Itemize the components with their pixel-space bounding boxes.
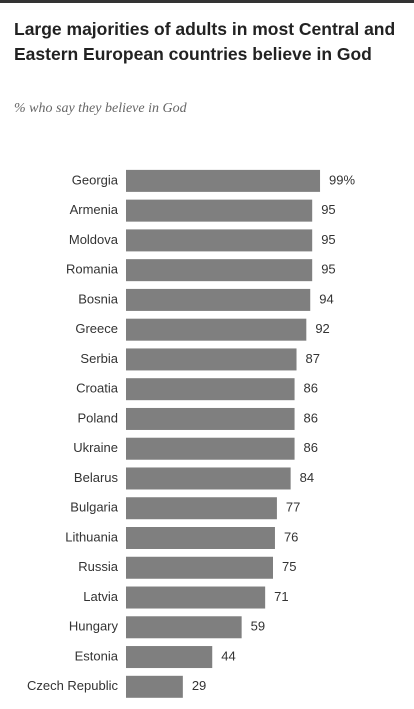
category-label: Bosnia: [78, 291, 119, 306]
category-label: Croatia: [76, 381, 119, 396]
bar: [126, 527, 275, 549]
bar: [126, 497, 277, 520]
category-label: Moldova: [69, 232, 119, 247]
category-label: Russia: [78, 559, 119, 574]
bar: [126, 675, 183, 698]
value-label: 84: [300, 470, 314, 485]
value-label: 86: [304, 410, 318, 425]
category-label: Latvia: [83, 589, 118, 604]
category-label: Ukraine: [73, 440, 118, 455]
value-label: 95: [321, 202, 335, 217]
bar: [126, 437, 295, 460]
bar: [126, 407, 295, 430]
value-label: 86: [304, 381, 318, 396]
category-label: Romania: [66, 262, 119, 277]
value-label: 76: [284, 529, 298, 544]
value-label: 71: [274, 589, 288, 604]
category-label: Armenia: [70, 202, 119, 217]
value-label: 77: [286, 500, 300, 515]
value-label: 95: [321, 262, 335, 277]
bar: [126, 646, 213, 669]
category-label: Czech Republic: [27, 678, 119, 693]
value-label: 95: [321, 232, 335, 247]
bar: [126, 169, 321, 192]
category-label: Belarus: [74, 470, 119, 485]
category-label: Serbia: [80, 351, 118, 366]
bar: [126, 616, 242, 639]
value-label: 87: [306, 351, 320, 366]
value-label: 92: [315, 321, 329, 336]
value-label: 75: [282, 559, 296, 574]
bar: [126, 556, 273, 579]
value-label: 86: [304, 440, 318, 455]
category-label: Lithuania: [65, 529, 119, 544]
value-label: 94: [319, 291, 333, 306]
bar: [126, 378, 295, 401]
bar: [126, 288, 311, 311]
category-label: Estonia: [75, 648, 119, 663]
bar: [126, 586, 266, 609]
category-label: Bulgaria: [70, 500, 118, 515]
bar: [126, 467, 291, 490]
bar: [126, 318, 307, 341]
bar: [126, 229, 313, 252]
value-label: 59: [251, 619, 265, 634]
value-label: 99%: [329, 172, 355, 187]
category-label: Greece: [75, 321, 118, 336]
category-label: Hungary: [69, 619, 119, 634]
bar: [126, 199, 313, 222]
bar: [126, 259, 313, 282]
chart-title: Large majorities of adults in most Centr…: [14, 19, 396, 64]
value-label: 29: [192, 678, 206, 693]
category-label: Poland: [78, 410, 118, 425]
top-rule: [0, 0, 414, 3]
chart-subtitle: % who say they believe in God: [14, 101, 187, 116]
value-label: 44: [221, 648, 235, 663]
category-label: Georgia: [72, 172, 119, 187]
bar: [126, 348, 297, 371]
